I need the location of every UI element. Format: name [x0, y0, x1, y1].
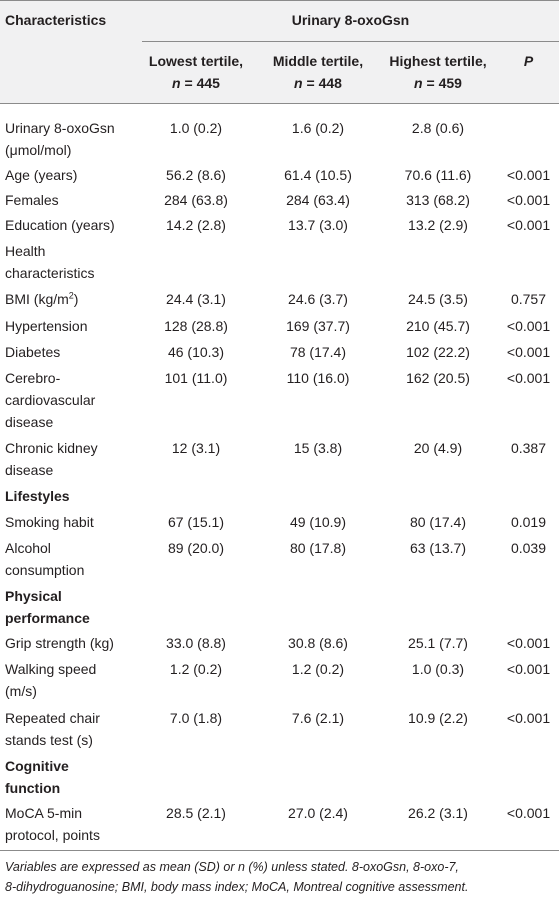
table-cell: 14.2 (2.8)	[166, 217, 226, 233]
table-cell: 80 (17.4)	[409, 514, 467, 530]
header-characteristics: Characteristics	[5, 12, 107, 28]
table-cell: 10.9 (2.2)	[408, 710, 468, 726]
row-label-alcohol: Alcohol consumption	[5, 540, 85, 578]
table-cell: 13.2 (2.9)	[408, 217, 468, 233]
section-cognitive: Cognitive function	[5, 758, 69, 796]
table-cell: 80 (17.8)	[289, 540, 347, 556]
table-cell: 284 (63.4)	[286, 192, 350, 208]
table-cell: 33.0 (8.8)	[166, 635, 226, 651]
table-cell: 24.6 (3.7)	[288, 291, 348, 307]
header-p-value: P	[523, 53, 534, 69]
table-cell: 28.5 (2.1)	[166, 805, 226, 821]
table-header-background	[0, 0, 559, 103]
row-label-walking: Walking speed (m/s)	[5, 661, 97, 699]
row-label-health: Health characteristics	[5, 243, 95, 281]
table-cell: 7.6 (2.1)	[291, 710, 345, 726]
table-cell-p: 0.757	[510, 291, 547, 307]
table-cell: 24.4 (3.1)	[166, 291, 226, 307]
table-cell-p: <0.001	[506, 217, 551, 233]
table-cell-p: <0.001	[506, 318, 551, 334]
table-cell: 70.6 (11.6)	[404, 167, 472, 183]
table-cell: 13.7 (3.0)	[288, 217, 348, 233]
table-cell-p: <0.001	[506, 167, 551, 183]
row-label-age: Age (years)	[5, 167, 78, 183]
table-cell: 24.5 (3.5)	[408, 291, 468, 307]
header-lowest-tertile: Lowest tertile, n = 445	[148, 53, 244, 91]
header-bottom-rule	[0, 103, 559, 104]
table-cell: 61.4 (10.5)	[284, 167, 352, 183]
table-cell: 1.0 (0.3)	[411, 661, 465, 677]
table-cell: 1.2 (0.2)	[291, 661, 345, 677]
header-middle-tertile: Middle tertile, n = 448	[272, 53, 364, 91]
row-label-bmi: BMI (kg/m2)	[5, 290, 79, 307]
table-cell-p: 0.019	[510, 514, 547, 530]
table-cell: 49 (10.9)	[289, 514, 347, 530]
table-cell: 7.0 (1.8)	[169, 710, 223, 726]
table-cell: 128 (28.8)	[164, 318, 228, 334]
table-cell: 313 (68.2)	[406, 192, 470, 208]
row-label-smoking: Smoking habit	[5, 514, 94, 530]
table-cell-p: <0.001	[506, 635, 551, 651]
table-cell: 89 (20.0)	[167, 540, 225, 556]
row-label-oxo: Urinary 8-oxoGsn (μmol/mol)	[5, 120, 115, 158]
row-label-cerebro: Cerebro-cardiovascular disease	[5, 370, 96, 430]
table-cell: 1.0 (0.2)	[169, 120, 223, 136]
table-cell: 26.2 (3.1)	[408, 805, 468, 821]
table-cell: 27.0 (2.4)	[288, 805, 348, 821]
row-label-grip: Grip strength (kg)	[5, 635, 114, 651]
header-highest-tertile: Highest tertile, n = 459	[389, 53, 487, 91]
table-cell: 1.2 (0.2)	[169, 661, 223, 677]
table-cell: 284 (63.8)	[164, 192, 228, 208]
table-bottom-rule	[0, 850, 559, 851]
table-cell: 25.1 (7.7)	[408, 635, 468, 651]
table-cell: 210 (45.7)	[406, 318, 470, 334]
row-label-ckd: Chronic kidney disease	[5, 440, 98, 478]
table-cell: 46 (10.3)	[167, 344, 225, 360]
table-cell-p: <0.001	[506, 192, 551, 208]
group-rule	[142, 41, 559, 42]
table-cell: 101 (11.0)	[164, 370, 228, 386]
row-label-diabetes: Diabetes	[5, 344, 61, 360]
table-cell: 1.6 (0.2)	[291, 120, 345, 136]
table-cell-p: <0.001	[506, 710, 551, 726]
row-label-moca: MoCA 5-min protocol, points	[5, 805, 100, 843]
row-label-chair: Repeated chair stands test (s)	[5, 710, 100, 748]
table-cell-p: <0.001	[506, 370, 551, 386]
top-rule	[0, 0, 559, 1]
table-cell: 30.8 (8.6)	[288, 635, 348, 651]
table-cell: 110 (16.0)	[286, 370, 350, 386]
table-cell-p: 0.039	[510, 540, 547, 556]
section-lifestyles: Lifestyles	[5, 488, 70, 504]
row-label-hypertension: Hypertension	[5, 318, 88, 334]
table-cell-p: <0.001	[506, 661, 551, 677]
table-cell-p: 0.387	[510, 440, 547, 456]
table-cell: 56.2 (8.6)	[166, 167, 226, 183]
header-group-title: Urinary 8-oxoGsn	[291, 12, 410, 28]
table-cell-p: <0.001	[506, 805, 551, 821]
table-cell: 78 (17.4)	[289, 344, 347, 360]
table-cell: 63 (13.7)	[409, 540, 467, 556]
table-cell: 20 (4.9)	[413, 440, 463, 456]
table-footnote: Variables are expressed as mean (SD) or …	[5, 860, 469, 894]
section-physical: Physical performance	[5, 588, 90, 626]
row-label-education: Education (years)	[5, 217, 115, 233]
table-cell: 162 (20.5)	[406, 370, 470, 386]
table-cell: 2.8 (0.6)	[411, 120, 465, 136]
row-label-females: Females	[5, 192, 59, 208]
table-cell: 169 (37.7)	[286, 318, 350, 334]
table-cell: 67 (15.1)	[167, 514, 225, 530]
table-cell-p: <0.001	[506, 344, 551, 360]
table-cell: 12 (3.1)	[171, 440, 221, 456]
table-cell: 102 (22.2)	[406, 344, 470, 360]
table-cell: 15 (3.8)	[293, 440, 343, 456]
